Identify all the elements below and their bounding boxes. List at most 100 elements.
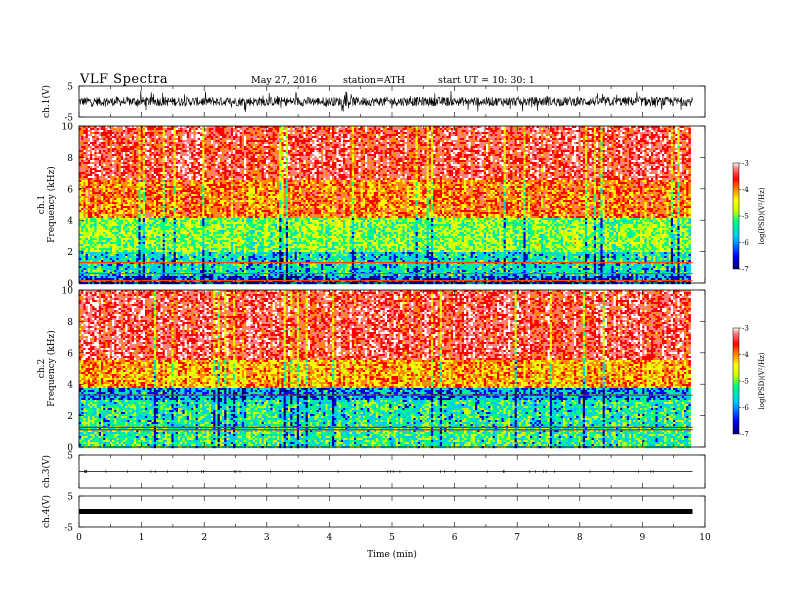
ch1-spec-cell: [211, 172, 214, 175]
ch1-spec-cell: [519, 164, 522, 167]
ch1-spec-cell: [204, 150, 212, 153]
ch1-spec-cell: [607, 130, 612, 133]
ch1-spec-cell: [492, 156, 500, 159]
ch1-spec-cell: [613, 128, 617, 131]
ch1-spec-cell: [244, 166, 247, 169]
ch1-spec-cell: [679, 144, 683, 147]
ch1-spec-cell: [369, 170, 372, 173]
ch1-spec-cell: [301, 168, 304, 171]
ch1-spec-cell: [178, 160, 181, 163]
ch1-spec-cell: [92, 126, 95, 129]
ch1-spec-cell: [303, 172, 306, 175]
ch1-spec-cell: [519, 170, 522, 173]
ch1-spec-cell: [87, 144, 91, 147]
ch1-spec-cell: [455, 142, 460, 145]
ch1-spec-cell: [164, 144, 168, 147]
ch1-spec-cell: [477, 160, 482, 163]
ch1-spec-cell: [475, 172, 478, 175]
ch1-spec-cell: [681, 158, 687, 161]
ch1-spec-cell: [629, 130, 634, 133]
ch1-spec-cell: [215, 162, 218, 165]
ch1-spec-cell: [167, 148, 170, 151]
ch1-spec-cell: [635, 144, 639, 147]
ch1-spec-cell: [428, 138, 432, 141]
ch1-spec-cell: [270, 148, 276, 151]
ch1-spec-cell: [329, 138, 333, 141]
ch1-spec-cell: [208, 146, 214, 149]
ch1-spec-cell: [417, 158, 421, 161]
ch1-spec-cell: [272, 162, 276, 165]
ch1-spec-cell: [549, 138, 553, 141]
ch1-spec-cell: [360, 140, 364, 143]
ch1-spec-cell: [637, 132, 652, 135]
ch1-spec-cell: [279, 150, 282, 153]
ch1-spec-cell: [193, 144, 199, 147]
ch1-spec-cell: [125, 134, 130, 137]
ch1-spec-cell: [406, 160, 410, 163]
ch1-spec-cell: [626, 134, 634, 137]
ch1-spec-cell: [153, 142, 157, 145]
ch1-spec-cell: [571, 144, 579, 147]
ch1-spec-cell: [516, 132, 522, 135]
ch1-spec-cell: [200, 126, 203, 129]
ch1-spec-cell: [321, 142, 324, 145]
ch1-spec-cell: [380, 168, 383, 171]
ch1-spec-cell: [604, 146, 608, 149]
ch1-spec-cell: [422, 132, 425, 135]
ch1-spec-cell: [378, 154, 386, 157]
ch1-spec-cell: [626, 150, 630, 153]
ch1-spec-cell: [439, 150, 443, 153]
ch1-spec-cell: [387, 142, 390, 145]
ch1-spec-cell: [442, 138, 445, 141]
ch1-spec-cell: [670, 132, 674, 135]
ch1-spec-cell: [136, 146, 141, 149]
ch1-spec-cell: [197, 128, 201, 131]
ch1-spec-cell: [593, 160, 597, 163]
ch1-spec-cell: [620, 140, 623, 143]
ch1-spec-cell: [431, 148, 434, 151]
ch1-spec-cell: [494, 162, 498, 165]
ch1-spec-cell: [373, 162, 377, 165]
ch1-spec-cell: [479, 158, 482, 161]
ch1-spec-cell: [213, 140, 216, 143]
ch1-spec-cell: [538, 128, 542, 131]
ch1-spec-cell: [87, 134, 93, 137]
ch1-spec-cell: [574, 152, 579, 155]
ch1-spec-cell: [259, 156, 262, 159]
ch1-spec-cell: [343, 138, 346, 141]
ch1-spec-cell: [437, 136, 441, 139]
ch1-spec-cell: [219, 158, 223, 161]
ch1-spec-cell: [162, 142, 166, 145]
ch1-spec-cell: [233, 156, 236, 159]
ch1-spec-cell: [283, 132, 287, 135]
ch1-spec-cell: [156, 164, 159, 167]
ch1-spec-cell: [299, 142, 302, 145]
ch1-spec-cell: [288, 162, 291, 165]
ch1-spec-cell: [235, 152, 245, 155]
ch1-spec-cell: [468, 156, 474, 159]
ch1-spec-cell: [118, 162, 122, 165]
ch1-spec-cell: [305, 130, 309, 133]
ch1-spec-cell: [314, 168, 317, 171]
ch1-spec-cell: [279, 146, 282, 149]
ch1-spec-cell: [591, 158, 595, 161]
ch1-spec-cell: [563, 160, 568, 163]
ch1-spec-cell: [648, 140, 652, 143]
ch1-spec-cell: [164, 170, 168, 173]
ch1-spec-cell: [508, 166, 511, 169]
ch1-spec-cell: [307, 134, 313, 137]
ch1-spec-cell: [448, 162, 452, 165]
ch1-spec-cell: [600, 170, 603, 173]
ch1-spec-cell: [523, 158, 526, 161]
ch1-spec-cell: [567, 142, 570, 145]
ch1-spec-cell: [101, 166, 104, 169]
ch1-spec-cell: [618, 152, 621, 155]
ch1-spec-cell: [246, 170, 251, 173]
ch1-spec-cell: [318, 158, 322, 161]
ch1-spec-cell: [613, 168, 617, 171]
ch1-spec-cell: [609, 140, 612, 143]
ch1-spec-cell: [105, 140, 108, 143]
ch1-spec-cell: [398, 146, 405, 149]
ch1-spec-cell: [565, 162, 568, 165]
ch1-spec-cell: [230, 148, 234, 151]
